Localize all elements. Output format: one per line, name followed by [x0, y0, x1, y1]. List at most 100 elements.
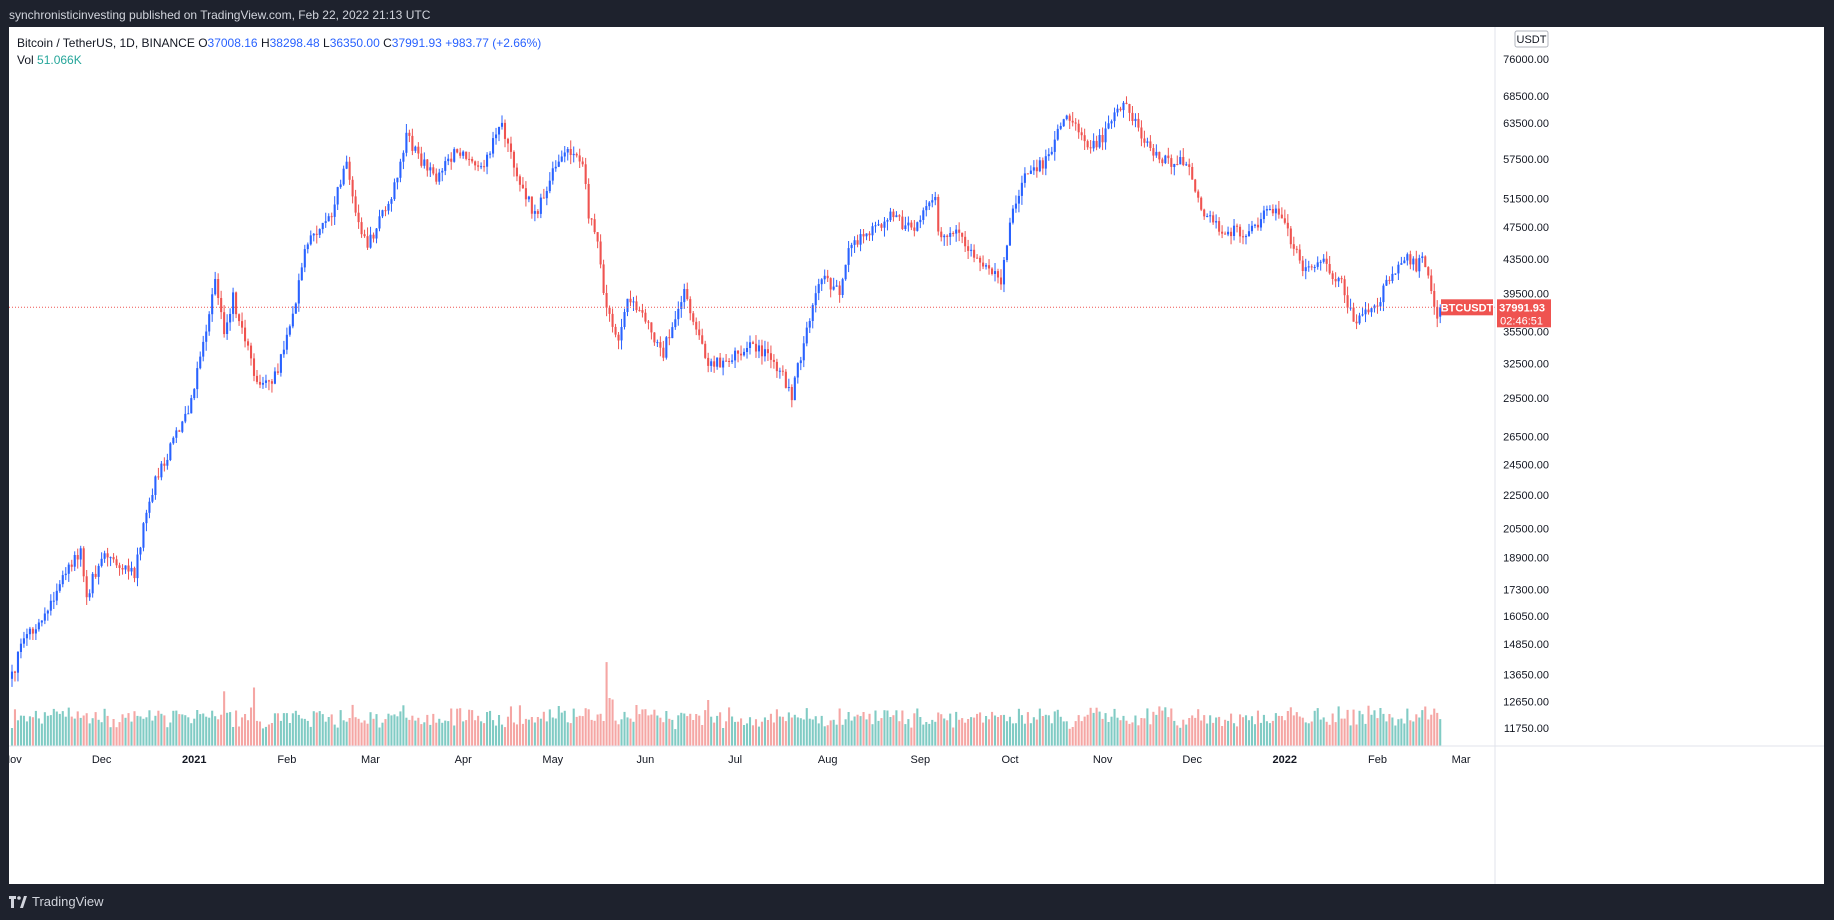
candle-body: [722, 360, 725, 368]
volume-bar: [1253, 724, 1257, 746]
volume-bar: [1188, 718, 1191, 746]
volume-bar: [1331, 713, 1334, 746]
candle-body: [1331, 273, 1334, 279]
volume-bar: [635, 705, 638, 746]
volume-bar: [1131, 722, 1134, 746]
candle-body: [426, 159, 429, 171]
volume-bar: [82, 715, 85, 746]
price-tick-label: 24500.00: [1503, 460, 1549, 472]
volume-bar: [970, 717, 973, 746]
candle-body: [462, 151, 465, 156]
candle-body: [811, 305, 814, 321]
candle-body: [889, 211, 892, 221]
open-label: O: [198, 36, 208, 50]
volume-bar: [411, 715, 414, 746]
candle-body: [958, 229, 961, 233]
candle-body: [901, 216, 904, 229]
volume-bar: [790, 717, 793, 746]
volume-bar: [841, 724, 844, 746]
volume-bar: [249, 707, 253, 746]
volume-bar: [1176, 725, 1179, 746]
candle-body: [1122, 102, 1125, 111]
volume-bar: [760, 721, 763, 746]
volume-bar: [450, 708, 453, 746]
candle-body: [1152, 148, 1155, 156]
candle-body: [1110, 121, 1113, 124]
volume-bar: [1424, 706, 1427, 746]
volume-bar: [653, 709, 656, 746]
volume-bar: [339, 710, 342, 746]
volume-bar: [184, 715, 187, 746]
volume-bar: [629, 718, 632, 746]
volume-bar: [737, 721, 740, 746]
candle-body: [683, 289, 686, 303]
volume-bar: [1367, 705, 1370, 746]
volume-bar: [1017, 708, 1020, 746]
tradingview-logo[interactable]: TradingView: [9, 894, 104, 909]
volume-label[interactable]: Vol: [17, 53, 34, 67]
volume-bar: [1197, 709, 1200, 746]
candle-body: [1119, 108, 1122, 111]
volume-bar: [620, 719, 623, 746]
volume-bar: [1286, 711, 1289, 746]
volume-bar: [853, 716, 856, 746]
volume-bar: [238, 726, 241, 746]
volume-bar: [539, 718, 542, 746]
volume-bar: [477, 715, 480, 746]
candle-body: [895, 215, 898, 218]
candle-body: [704, 343, 707, 358]
volume-bar: [1080, 721, 1083, 746]
candlestick-chart[interactable]: 11750.00 12650.00 13650.00 14850.00 16050.00…: [9, 27, 1824, 884]
volume-bar: [369, 712, 372, 746]
volume-bar: [1343, 718, 1346, 746]
volume-bar: [399, 711, 402, 746]
candle-body: [1268, 209, 1271, 210]
candle-body: [97, 565, 100, 577]
candle-body: [961, 232, 964, 237]
volume-bar: [1361, 714, 1364, 746]
volume-bar: [444, 720, 447, 746]
candle-body: [336, 187, 339, 205]
candle-body: [916, 222, 919, 231]
volume-bar: [1433, 708, 1436, 746]
volume-bar: [754, 719, 758, 746]
candle-body: [1128, 104, 1131, 113]
volume-bar: [671, 719, 674, 746]
volume-bar: [859, 716, 862, 746]
candle-body: [518, 176, 521, 185]
currency-badge[interactable]: [1514, 30, 1549, 48]
volume-bar: [1439, 719, 1442, 746]
change-value: +983.77 (+2.66%): [445, 36, 542, 50]
candle-body: [453, 149, 456, 162]
volume-bar: [208, 717, 211, 746]
volume-bar: [1089, 707, 1092, 746]
price-tick-label: 32500.00: [1503, 358, 1549, 370]
volume-bar: [483, 723, 486, 746]
candle-body: [710, 361, 713, 366]
candle-body: [554, 166, 557, 169]
candle-body: [474, 161, 477, 166]
candle-body: [1065, 115, 1068, 120]
candle-body: [829, 278, 832, 290]
volume-bar: [70, 716, 73, 746]
volume-bar: [1023, 723, 1026, 746]
volume-bar: [793, 714, 796, 746]
volume-bar: [232, 727, 235, 746]
candle-body: [1259, 219, 1262, 228]
volume-bar: [1122, 715, 1125, 746]
symbol-description[interactable]: Bitcoin / TetherUS, 1D, BINANCE: [17, 36, 195, 50]
price-tick-label: 43500.00: [1503, 254, 1549, 266]
volume-bar: [985, 716, 988, 746]
candle-body: [348, 161, 351, 180]
volume-bar: [955, 711, 958, 746]
volume-bar: [1221, 726, 1224, 746]
candle-body: [112, 557, 115, 560]
volume-bar: [614, 720, 617, 746]
volume-bar: [100, 722, 103, 746]
candle-body: [1017, 195, 1020, 204]
candle-body: [593, 219, 596, 233]
volume-bar: [261, 728, 265, 746]
volume-bar: [542, 711, 545, 746]
candle-body: [205, 331, 208, 342]
volume-bar: [438, 718, 441, 746]
